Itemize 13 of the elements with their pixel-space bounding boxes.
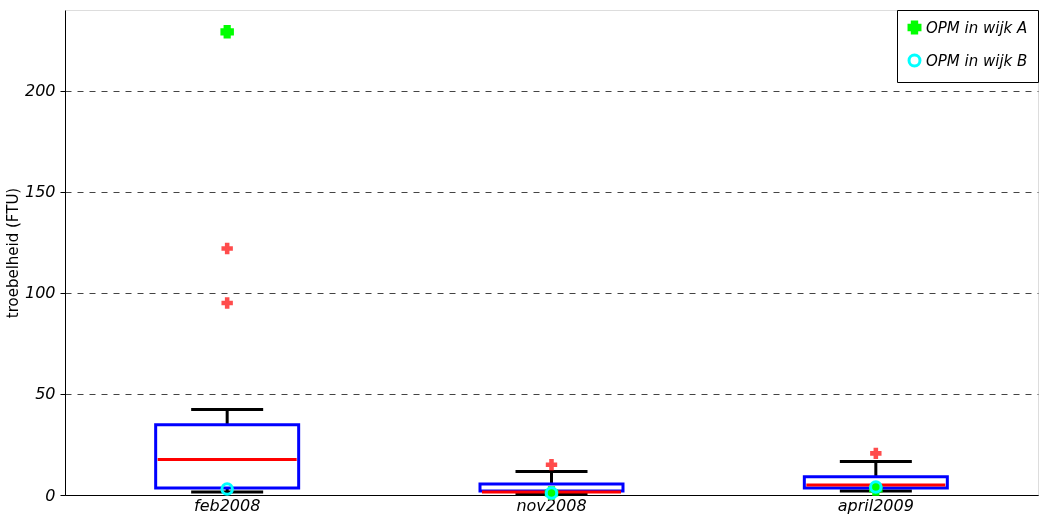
y-tick-label: 200 [24,81,56,101]
x-tick-label: nov2008 [516,495,587,515]
y-tick-label: 100 [24,283,56,303]
y-axis-title: troebelheid (FTU) [3,187,22,319]
y-tick-label: 150 [24,182,56,202]
y-tick-label: 50 [35,384,56,404]
y-tick-label: 0 [45,485,56,505]
point [220,25,234,39]
x-tick-label: april2009 [837,495,914,515]
point [220,482,234,496]
legend-label: OPM in wijk A [926,18,1028,37]
legend-label: OPM in wijk B [926,51,1028,70]
x-tick-label: feb2008 [193,495,261,515]
